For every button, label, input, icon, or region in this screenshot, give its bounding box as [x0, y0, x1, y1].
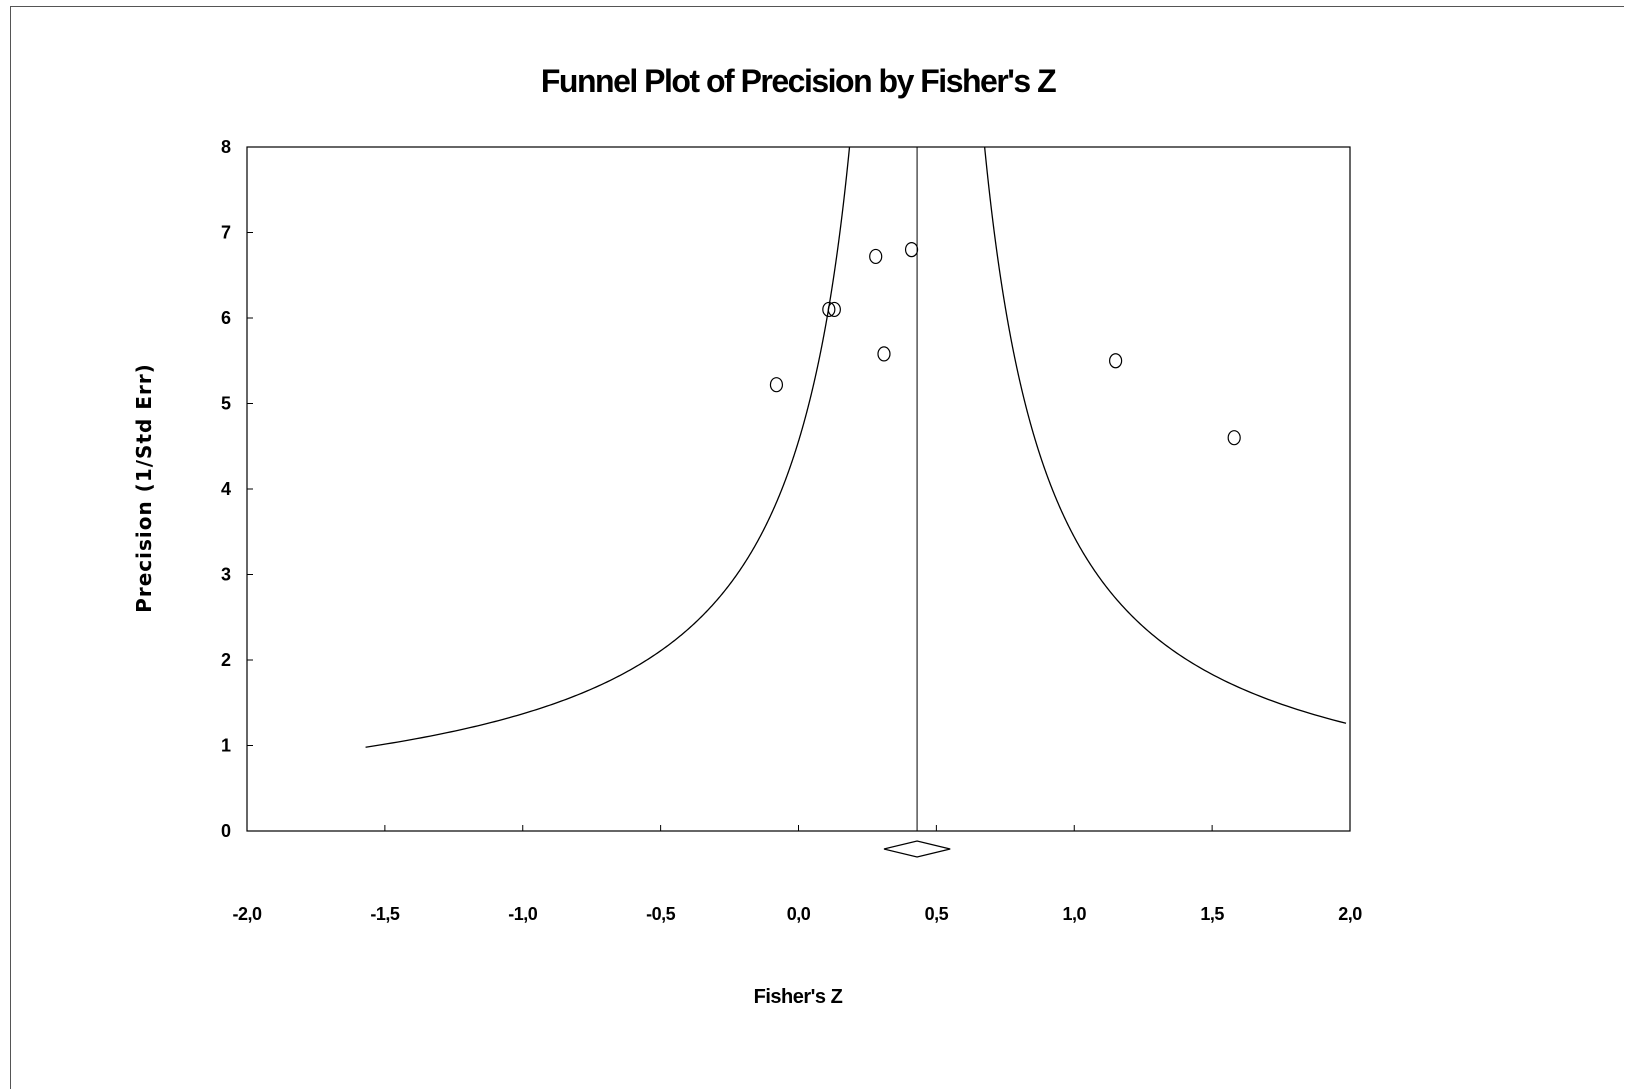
y-tick-label: 8 — [221, 137, 231, 157]
x-axis-label: Fisher's Z — [754, 986, 843, 1008]
y-tick-label: 5 — [221, 394, 231, 414]
study-point — [877, 346, 891, 362]
y-tick-label: 6 — [221, 308, 231, 328]
summary-diamond — [883, 840, 951, 858]
x-tick-label: -1,5 — [370, 904, 400, 924]
study-point — [822, 301, 836, 318]
study-point — [1227, 430, 1241, 446]
y-tick-label: 2 — [221, 650, 231, 670]
y-tick-label: 1 — [221, 736, 231, 756]
x-tick-label: 2,0 — [1338, 904, 1362, 924]
study-point — [827, 301, 841, 318]
funnel-left-line — [365, 146, 851, 748]
study-point — [1109, 353, 1123, 369]
x-tick-label: -2,0 — [232, 904, 262, 924]
x-axis-ticks: -2,0 -1,5 -1,0 -0,5 0,0 0,5 1,0 1,5 2,0 — [232, 825, 1363, 924]
x-tick-label: 0,0 — [787, 904, 811, 924]
y-tick-label: 7 — [221, 223, 231, 243]
y-tick-label: 0 — [221, 821, 231, 841]
y-tick-label: 4 — [221, 479, 231, 499]
plot-area — [246, 146, 1351, 832]
chart-title: Funnel Plot of Precision by Fisher's Z — [541, 63, 1056, 99]
y-axis-ticks: 0 1 2 3 4 5 6 7 8 — [221, 137, 253, 841]
x-tick-label: 0,5 — [925, 904, 949, 924]
x-tick-label: -1,0 — [508, 904, 538, 924]
study-point — [904, 242, 919, 258]
study-points — [769, 242, 1241, 446]
y-axis-label: Precision (1/Std Err) — [132, 363, 156, 613]
x-tick-label: 1,0 — [1062, 904, 1086, 924]
funnel-right-line — [983, 146, 1347, 724]
study-point — [869, 248, 883, 265]
x-tick-label: 1,5 — [1200, 904, 1224, 924]
chart-frame — [10, 6, 1624, 1089]
funnel-lines — [365, 146, 1347, 858]
y-tick-label: 3 — [221, 565, 231, 585]
study-point — [769, 377, 784, 393]
x-tick-label: -0,5 — [646, 904, 676, 924]
